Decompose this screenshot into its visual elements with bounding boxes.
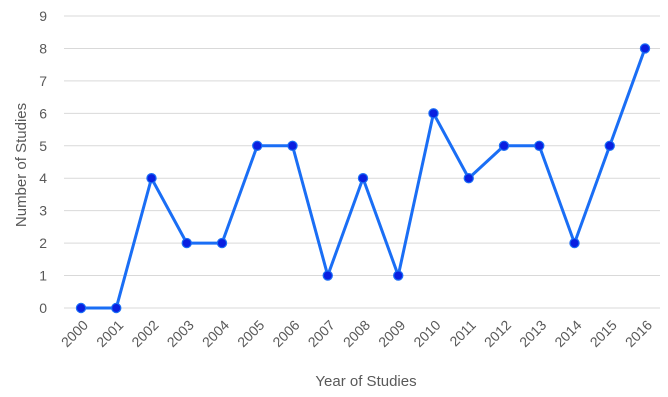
y-tick-label: 0 (39, 300, 47, 316)
y-tick-label: 4 (39, 170, 47, 186)
data-point (534, 140, 545, 151)
x-tick-labels: 2000 2001 2002 2003 2004 2005 2006 2007 2008 2009… (58, 317, 655, 350)
data-point (146, 173, 157, 184)
data-point (181, 237, 192, 249)
data-point (463, 173, 474, 184)
x-tick-label: 2002 (128, 317, 161, 350)
x-tick-label: 2007 (305, 317, 338, 350)
data-point (428, 108, 439, 119)
y-tick-label: 9 (39, 8, 47, 24)
x-tick-label: 2001 (93, 317, 126, 350)
x-tick-label: 2013 (516, 317, 549, 350)
x-tick-label: 2016 (622, 317, 655, 350)
y-tick-label: 2 (39, 235, 47, 251)
data-point (75, 302, 87, 314)
data-point (287, 140, 298, 151)
y-tick-label: 8 (39, 40, 47, 56)
x-tick-label: 2015 (587, 317, 620, 350)
x-axis-title: Year of Studies (315, 373, 416, 390)
data-point (639, 43, 651, 54)
y-tick-label: 3 (39, 203, 47, 219)
x-tick-label: 2008 (340, 317, 373, 350)
x-tick-label: 2012 (481, 317, 514, 350)
x-tick-label: 2011 (446, 317, 479, 350)
data-point (604, 140, 615, 151)
series-layer (75, 43, 651, 314)
data-point (111, 302, 122, 314)
data-point (498, 140, 510, 151)
data-point (357, 173, 369, 184)
y-tick-label: 5 (39, 138, 47, 154)
gridlines (64, 15, 660, 309)
x-tick-label: 2005 (234, 317, 267, 350)
y-tick-label: 6 (39, 105, 47, 121)
x-tick-label: 2010 (410, 317, 443, 350)
data-point (252, 140, 263, 151)
y-tick-labels: 0 1 2 3 4 5 6 7 8 9 (39, 8, 47, 316)
data-point (322, 270, 333, 281)
y-tick-label: 1 (39, 268, 47, 284)
x-tick-label: 2014 (551, 317, 584, 350)
data-point (393, 270, 404, 281)
x-tick-label: 2003 (164, 317, 197, 350)
x-tick-label: 2009 (375, 317, 408, 350)
y-tick-label: 7 (39, 73, 47, 89)
y-axis-title: Number of Studies (13, 103, 30, 227)
data-point (216, 237, 228, 249)
data-point (569, 237, 580, 249)
x-tick-label: 2004 (199, 317, 232, 350)
x-tick-label: 2006 (269, 317, 302, 350)
x-tick-label: 2000 (58, 317, 91, 350)
